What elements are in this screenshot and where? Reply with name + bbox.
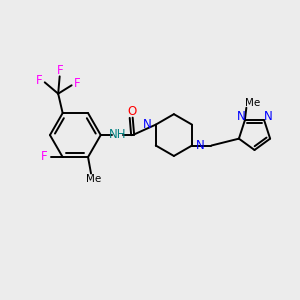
Text: F: F	[41, 150, 47, 163]
Text: F: F	[74, 77, 80, 90]
Text: N: N	[196, 139, 205, 152]
Text: N: N	[237, 110, 246, 123]
Text: Me: Me	[245, 98, 260, 108]
Text: O: O	[127, 105, 136, 118]
Text: F: F	[57, 64, 64, 77]
Text: NH: NH	[108, 128, 126, 141]
Text: N: N	[143, 118, 152, 131]
Text: Me: Me	[86, 174, 101, 184]
Text: F: F	[36, 74, 43, 87]
Text: N: N	[263, 110, 272, 123]
